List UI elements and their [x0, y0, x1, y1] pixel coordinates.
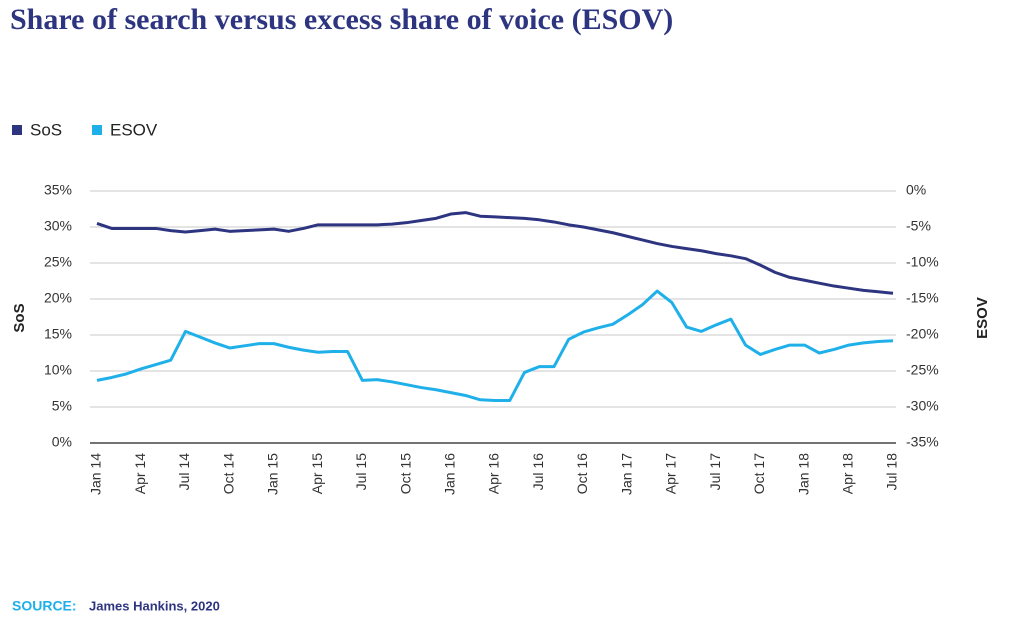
x-tick-label: Jul 14	[176, 453, 192, 491]
y-tick-label: 0%	[52, 434, 72, 450]
x-tick-label: Jul 17	[707, 453, 723, 491]
y-axis-label: SoS	[11, 303, 28, 332]
x-tick-label: Oct 16	[574, 453, 590, 494]
x-tick-label: Oct 17	[751, 453, 767, 494]
x-tick-label: Jan 17	[618, 453, 634, 495]
x-tick-label: Apr 18	[839, 453, 855, 494]
x-tick-label: Jul 18	[884, 453, 900, 491]
y-tick-label: 35%	[44, 182, 72, 198]
y2-tick-label: -10%	[906, 254, 939, 270]
x-tick-label: Oct 14	[220, 453, 236, 494]
source-label: SOURCE:	[12, 598, 77, 614]
legend-swatch	[12, 125, 22, 135]
y-tick-label: 25%	[44, 254, 72, 270]
y-tick-label: 20%	[44, 290, 72, 306]
line-series	[96, 289, 894, 403]
x-tick-label: Jan 16	[441, 453, 457, 495]
x-tick-label: Apr 15	[309, 453, 325, 494]
line-series	[96, 211, 894, 295]
y2-tick-label: -25%	[906, 362, 939, 378]
legend-swatch	[92, 125, 102, 135]
x-tick-label: Jan 15	[265, 453, 281, 495]
y2-tick-label: -5%	[906, 218, 931, 234]
y2-axis-label: ESOV	[974, 297, 991, 339]
y2-tick-label: -15%	[906, 290, 939, 306]
x-tick-label: Oct 15	[397, 453, 413, 494]
y2-tick-label: -30%	[906, 398, 939, 414]
y2-tick-label: 0%	[906, 182, 926, 198]
x-tick-label: Apr 16	[486, 453, 502, 494]
chart-title: Share of search versus excess share of v…	[10, 3, 673, 36]
legend-label: SoS	[30, 120, 62, 139]
y-tick-label: 30%	[44, 218, 72, 234]
y-tick-label: 10%	[44, 362, 72, 378]
x-tick-label: Jul 16	[530, 453, 546, 491]
y2-tick-label: -20%	[906, 326, 939, 342]
x-tick-label: Jan 14	[88, 453, 104, 495]
x-tick-label: Apr 14	[132, 453, 148, 494]
x-tick-label: Jan 18	[795, 453, 811, 495]
y2-tick-label: -35%	[906, 434, 939, 450]
x-tick-label: Apr 17	[663, 453, 679, 494]
x-tick-label: Jul 15	[353, 453, 369, 491]
legend-label: ESOV	[110, 120, 158, 139]
y-tick-label: 15%	[44, 326, 72, 342]
source: James Hankins, 2020	[89, 598, 220, 613]
y-tick-label: 5%	[52, 398, 72, 414]
